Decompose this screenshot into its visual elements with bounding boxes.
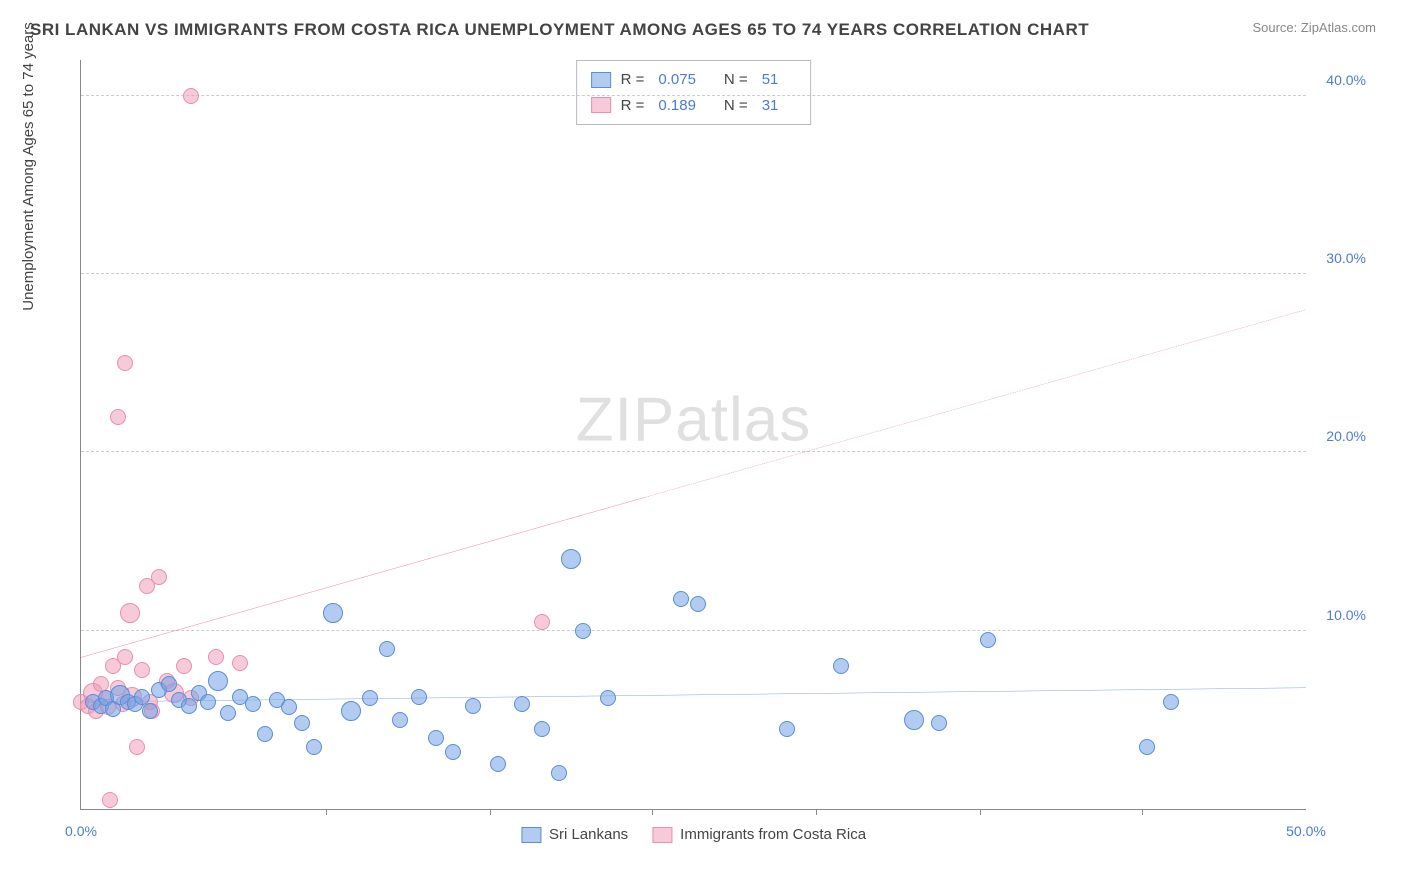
data-point [117,649,133,665]
x-tick [980,809,981,815]
r-value-blue: 0.075 [658,67,696,93]
data-point [176,658,192,674]
r-label: R = [621,67,645,93]
data-point [379,641,395,657]
data-point [102,792,118,808]
data-point [1139,739,1155,755]
y-tick-label: 40.0% [1326,72,1366,88]
data-point [428,730,444,746]
data-point [465,698,481,714]
data-point [833,658,849,674]
data-point [220,705,236,721]
n-value-pink: 31 [762,93,779,119]
data-point [120,603,140,623]
n-label: N = [724,67,748,93]
data-point [208,671,228,691]
gridline-h [81,273,1306,274]
watermark-light: atlas [675,385,811,454]
data-point [673,591,689,607]
data-point [245,696,261,712]
legend-row-pink: R = 0.189 N = 31 [591,93,797,119]
data-point [534,614,550,630]
x-tick [326,809,327,815]
data-point [690,596,706,612]
data-point [779,721,795,737]
gridline-h [81,95,1306,96]
legend-label-pink: Immigrants from Costa Rica [680,826,866,843]
series-legend: Sri Lankans Immigrants from Costa Rica [521,826,866,843]
x-tick [490,809,491,815]
data-point [117,355,133,371]
watermark: ZIPatlas [576,384,811,455]
data-point [208,649,224,665]
chart-area: Unemployment Among Ages 65 to 74 years Z… [30,50,1376,860]
legend-row-blue: R = 0.075 N = 51 [591,67,797,93]
data-point [281,699,297,715]
legend-item-pink: Immigrants from Costa Rica [652,826,866,843]
y-axis-label: Unemployment Among Ages 65 to 74 years [20,22,37,311]
trend-pink-dashed [645,310,1307,498]
data-point [575,623,591,639]
data-point [129,739,145,755]
x-tick [652,809,653,815]
x-max-label: 50.0% [1286,823,1326,839]
legend-label-blue: Sri Lankans [549,826,628,843]
data-point [490,756,506,772]
x-min-label: 0.0% [65,823,97,839]
data-point [232,655,248,671]
legend-item-blue: Sri Lankans [521,826,628,843]
data-point [142,703,158,719]
watermark-bold: ZIP [576,385,675,454]
header: SRI LANKAN VS IMMIGRANTS FROM COSTA RICA… [30,20,1376,40]
x-tick [816,809,817,815]
data-point [980,632,996,648]
data-point [931,715,947,731]
y-tick-label: 10.0% [1326,607,1366,623]
x-tick [1142,809,1143,815]
correlation-legend: R = 0.075 N = 51 R = 0.189 N = 31 [576,60,812,125]
n-value-blue: 51 [762,67,779,93]
data-point [257,726,273,742]
data-point [200,694,216,710]
data-point [110,409,126,425]
n-label: N = [724,93,748,119]
data-point [445,744,461,760]
data-point [183,88,199,104]
chart-title: SRI LANKAN VS IMMIGRANTS FROM COSTA RICA… [30,20,1089,40]
gridline-h [81,630,1306,631]
swatch-pink [591,97,611,113]
r-label: R = [621,93,645,119]
data-point [411,689,427,705]
data-point [600,690,616,706]
data-point [514,696,530,712]
plot-region: ZIPatlas R = 0.075 N = 51 R = 0.189 N = … [80,60,1306,810]
data-point [151,569,167,585]
data-point [551,765,567,781]
swatch-pink [652,827,672,843]
y-tick-label: 20.0% [1326,428,1366,444]
data-point [1163,694,1179,710]
trend-blue-solid [81,688,1306,702]
data-point [161,676,177,692]
data-point [294,715,310,731]
chart-container: SRI LANKAN VS IMMIGRANTS FROM COSTA RICA… [0,0,1406,892]
r-value-pink: 0.189 [658,93,696,119]
data-point [362,690,378,706]
trend-overlay [81,60,1306,809]
data-point [341,701,361,721]
data-point [904,710,924,730]
data-point [323,603,343,623]
data-point [306,739,322,755]
swatch-blue [591,72,611,88]
data-point [561,549,581,569]
gridline-h [81,451,1306,452]
y-tick-label: 30.0% [1326,250,1366,266]
source-label: Source: ZipAtlas.com [1252,20,1376,35]
data-point [134,662,150,678]
data-point [534,721,550,737]
swatch-blue [521,827,541,843]
data-point [392,712,408,728]
